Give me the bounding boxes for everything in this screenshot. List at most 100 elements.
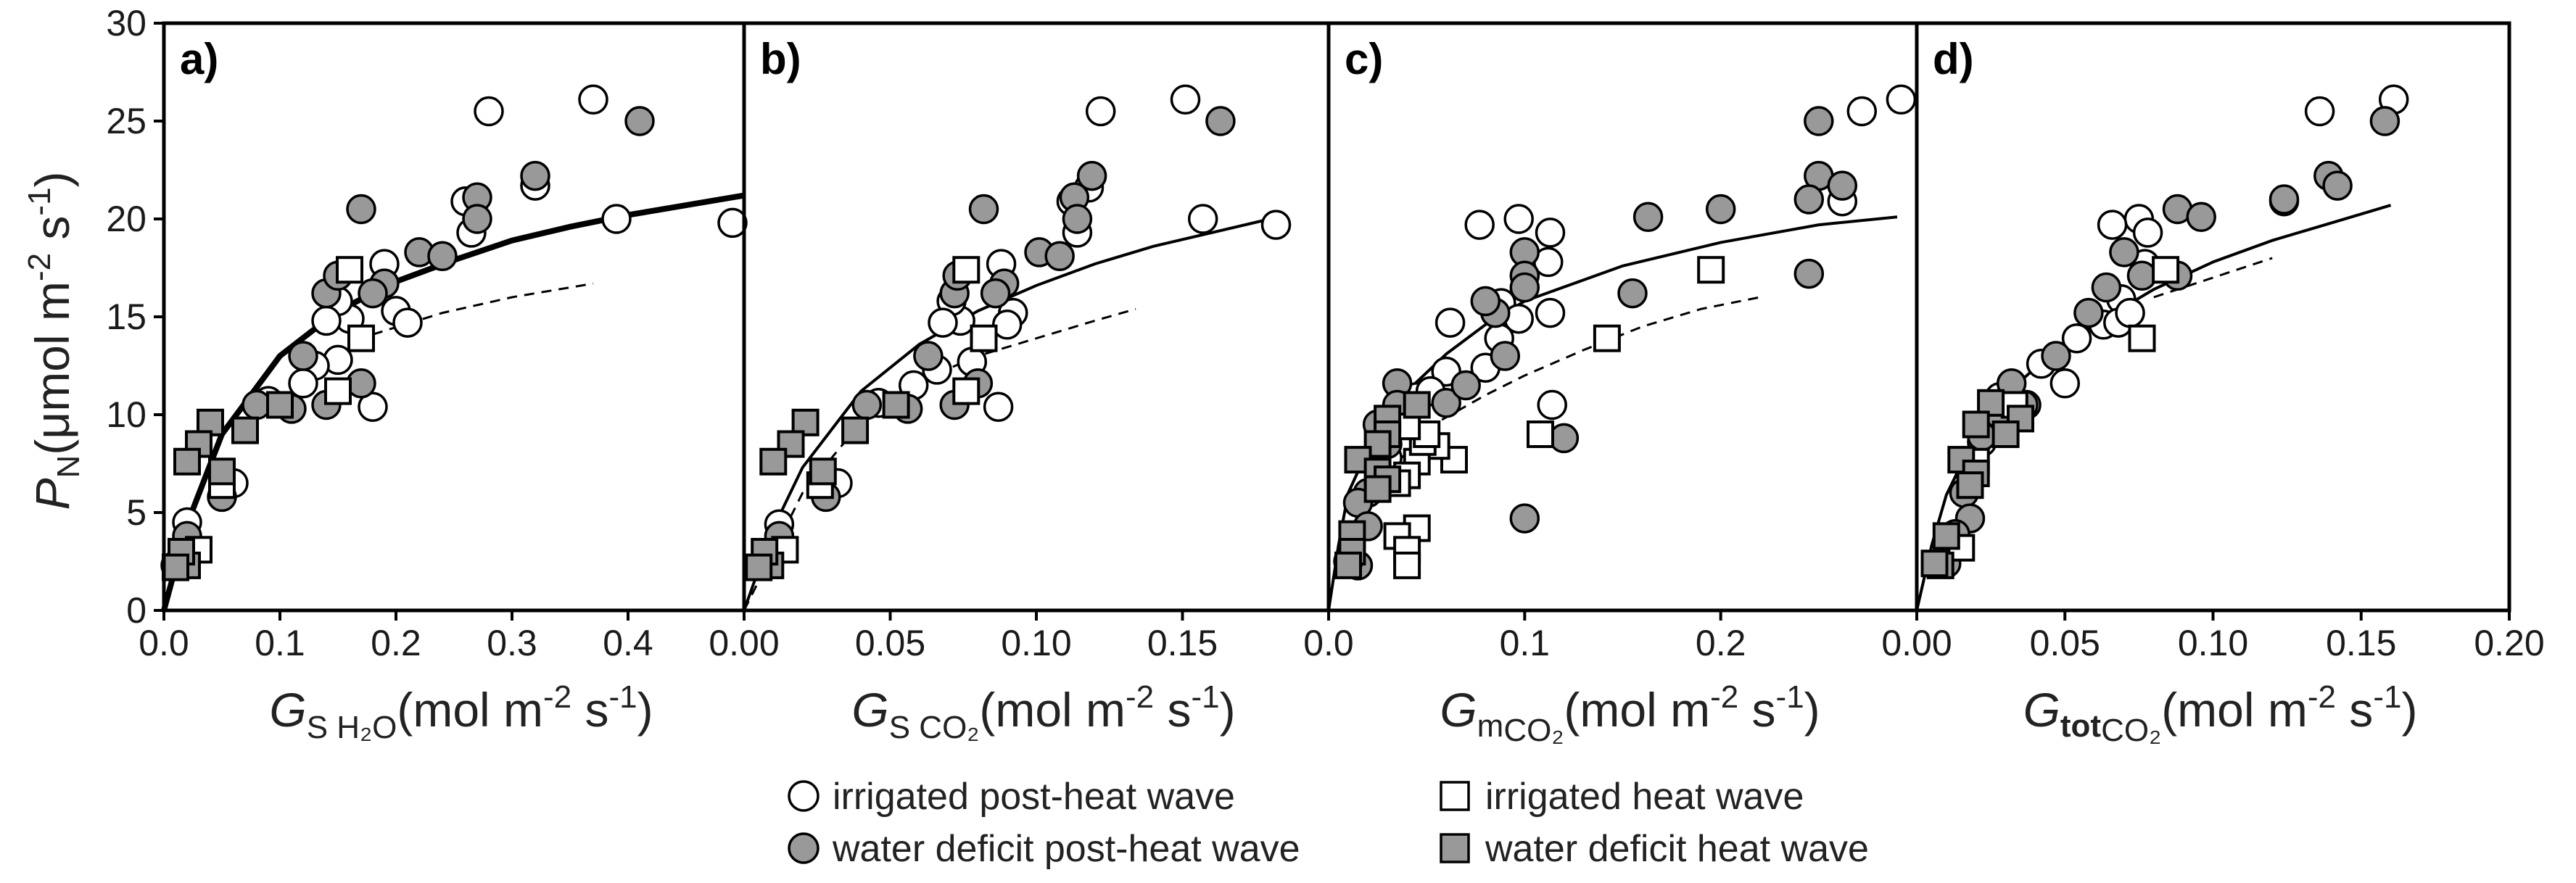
y-axis-unit-mid: s xyxy=(25,216,79,253)
fit-curve-solid xyxy=(161,192,745,612)
data-point xyxy=(841,416,870,444)
panel-frame xyxy=(162,21,746,613)
data-point xyxy=(1804,106,1834,136)
x-axis-subscript: S H₂O xyxy=(307,710,397,745)
data-point xyxy=(983,391,1014,422)
data-point xyxy=(1920,550,1949,578)
x-axis-symbol: G xyxy=(1440,683,1477,737)
x-axis-unit-exp1: -2 xyxy=(2308,679,2336,715)
data-point xyxy=(1846,96,1878,127)
data-point xyxy=(1793,258,1825,289)
x-tick-label: 0.4 xyxy=(603,623,653,663)
x-axis-label: GS CO₂(mol m-2 s-1) xyxy=(851,679,1235,745)
x-axis-subscript: S CO₂ xyxy=(889,710,980,745)
data-point xyxy=(288,341,318,371)
data-point xyxy=(2269,184,2300,215)
panel-label: b) xyxy=(760,35,801,83)
fit-curve-solid xyxy=(743,217,1271,611)
series-water-deficit-heat-wave xyxy=(162,391,294,581)
x-axis-unit-exp1: -2 xyxy=(1710,679,1738,715)
x-axis-unit-exp1: -2 xyxy=(1126,679,1154,715)
data-point xyxy=(1393,551,1421,579)
data-point xyxy=(392,307,423,338)
x-tick-label: 0.15 xyxy=(1147,623,1218,663)
data-point xyxy=(2369,106,2400,136)
y-axis-unit-exp1: -2 xyxy=(22,253,57,281)
x-tick-label: 0.2 xyxy=(371,623,421,663)
data-point xyxy=(2132,217,2163,248)
x-axis-unit-exp2: -1 xyxy=(2373,679,2401,715)
x-tick-label: 0.15 xyxy=(2326,623,2396,663)
y-tick-label: 0 xyxy=(126,590,146,631)
data-point xyxy=(2091,272,2122,303)
data-point xyxy=(745,553,773,581)
data-point xyxy=(1076,160,1107,191)
x-axis-unit-exp2: -1 xyxy=(1776,679,1804,715)
x-tick-label: 0.05 xyxy=(855,623,925,663)
data-point xyxy=(1044,241,1075,272)
data-point xyxy=(2097,210,2128,240)
data-point xyxy=(2126,260,2158,291)
data-point xyxy=(578,84,608,115)
x-tick-label: 0.00 xyxy=(1881,623,1952,663)
fit-curve-dashed xyxy=(1426,296,1760,430)
x-axis-sub-main: m xyxy=(1477,708,1504,744)
legend-marker-gray-square xyxy=(1440,833,1470,863)
data-point xyxy=(2322,170,2353,201)
legend-item-water-deficit-heat-wave: water deficit heat wave xyxy=(1440,828,1869,870)
y-axis-unit-prefix: (μmol m xyxy=(25,281,79,455)
y-axis-label: PN(μmol m-2 s-1) xyxy=(22,171,86,510)
x-axis-subscript: CO₂ xyxy=(2101,713,2161,748)
data-point xyxy=(336,256,363,284)
y-tick-label: 5 xyxy=(126,492,146,533)
x-tick-label: 0.1 xyxy=(255,623,305,663)
data-point xyxy=(1593,324,1621,352)
data-point xyxy=(347,324,375,352)
x-axis-symbol: G xyxy=(851,683,888,737)
x-axis-label: GtotCO₂(mol m-2 s-1) xyxy=(2023,679,2418,748)
legend-item-irrigated-post-heat-wave: irrigated post-heat wave xyxy=(788,776,1235,818)
data-point xyxy=(1363,475,1392,503)
panel-d: 0.00 0.05 0.10 0.15 0.20 d) GtotCO₂(mol m-2 s-… xyxy=(1881,21,2545,748)
x-axis-unit-exp1: -2 xyxy=(543,679,571,715)
x-axis-unit-mid: s xyxy=(1738,683,1775,737)
x-axis-unit-prefix: (mol m xyxy=(1564,683,1710,737)
data-point xyxy=(809,457,837,486)
data-point xyxy=(1450,370,1481,401)
data-point xyxy=(1431,388,1461,418)
legend-label: water deficit heat wave xyxy=(1485,828,1869,870)
data-point xyxy=(1085,96,1116,127)
series-water-deficit-heat-wave xyxy=(1334,391,1431,579)
legend-label: water deficit post-heat wave xyxy=(832,828,1300,870)
data-point xyxy=(624,106,655,136)
series-water-deficit-post-heat-wave xyxy=(1333,106,1858,581)
legend: irrigated post-heat wave water deficit p… xyxy=(788,776,1869,870)
data-point xyxy=(1632,202,1664,233)
data-point xyxy=(1617,278,1648,309)
x-axis-unit-suffix: ) xyxy=(2401,683,2417,737)
data-point xyxy=(311,305,342,336)
panel-frame xyxy=(742,21,1331,613)
x-tick-label: 0.3 xyxy=(487,623,537,663)
data-point xyxy=(1527,420,1554,448)
x-tick-label: 0.0 xyxy=(139,623,189,663)
x-axis-subscript: CO₂ xyxy=(1503,713,1564,748)
data-point xyxy=(2109,237,2139,268)
x-tick-label: 0.0 xyxy=(1303,623,1354,663)
data-point xyxy=(2152,256,2180,284)
series-irrigated-post-heat-wave xyxy=(172,84,748,538)
x-axis-unit-exp2: -1 xyxy=(609,679,637,715)
x-tick-label: 0.2 xyxy=(1696,623,1746,663)
legend-item-water-deficit-post-heat-wave: water deficit post-heat wave xyxy=(788,828,1300,870)
data-point xyxy=(1537,389,1567,420)
x-tick-label: 0.05 xyxy=(2030,623,2100,663)
data-point xyxy=(1187,204,1218,234)
x-axis-unit-prefix: (mol m xyxy=(397,683,543,737)
data-point xyxy=(1705,194,1736,225)
data-point xyxy=(346,194,376,225)
x-axis-symbol: G xyxy=(2023,683,2060,737)
data-point xyxy=(266,391,294,419)
data-point xyxy=(1962,410,1990,439)
data-point xyxy=(601,204,632,234)
